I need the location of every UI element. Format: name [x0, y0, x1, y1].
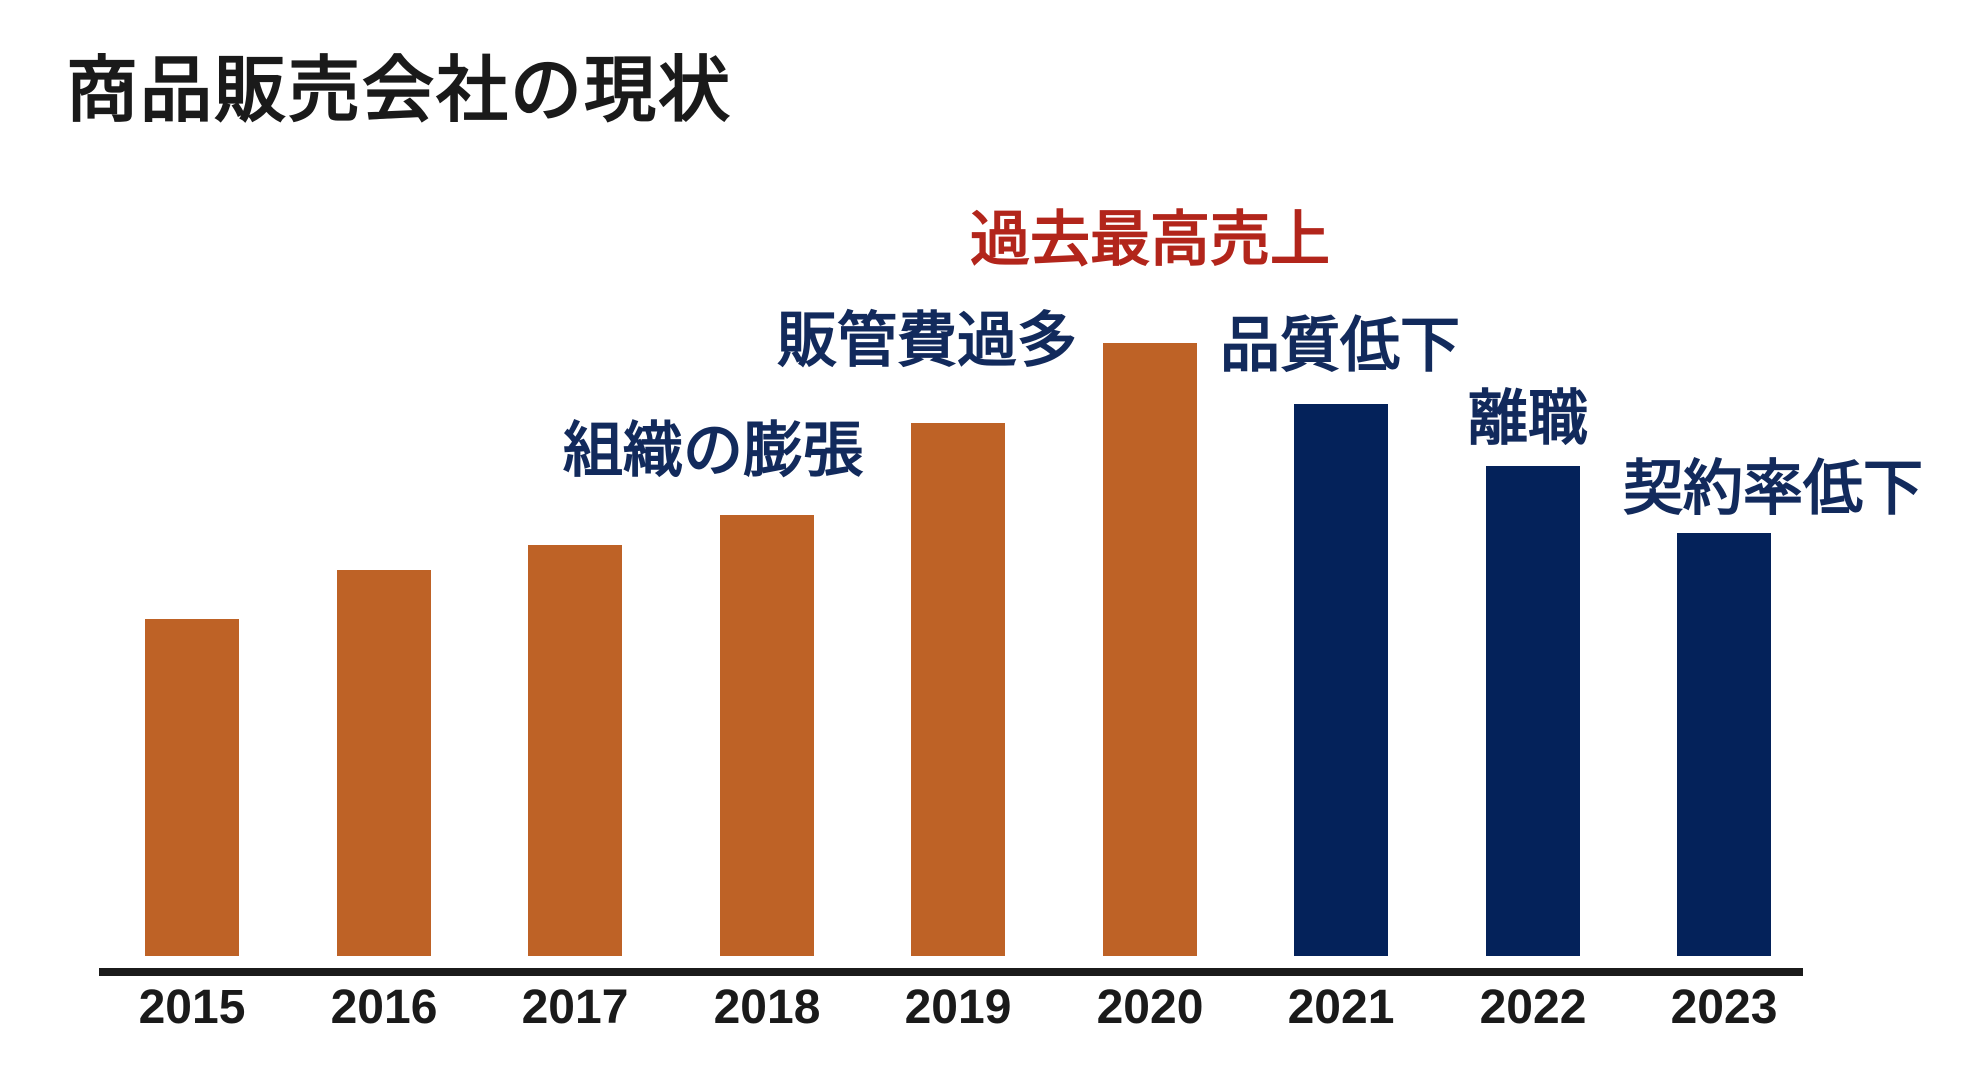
- x-tick-label-2015: 2015: [138, 981, 246, 1034]
- x-tick-label-2019: 2019: [904, 981, 1012, 1034]
- annotation-2019-hankanhi-kata: 販管費過多: [777, 307, 1077, 374]
- annotation-2020-kako-saikou-uriage: 過去最高売上: [970, 206, 1330, 273]
- bar-2019: [911, 423, 1005, 956]
- chart-title: 商品販売会社の現状: [66, 51, 733, 131]
- bar-2020: [1103, 343, 1197, 956]
- annotation-2018-soshiki-no-bouchou: 組織の膨張: [563, 417, 863, 484]
- x-tick-label-2022: 2022: [1479, 981, 1587, 1034]
- annotation-2023-keiyakuritsu-teika: 契約率低下: [1623, 455, 1923, 522]
- annotation-2022-rishoku: 離職: [1468, 385, 1588, 452]
- bar-2018: [720, 515, 814, 956]
- bar-2021: [1294, 404, 1388, 956]
- x-tick-label-2017: 2017: [521, 981, 629, 1034]
- bar-2015: [145, 619, 239, 956]
- x-tick-label-2018: 2018: [713, 981, 821, 1034]
- x-tick-label-2023: 2023: [1670, 981, 1778, 1034]
- bar-2023: [1677, 533, 1771, 956]
- x-axis-line: [99, 968, 1803, 976]
- x-tick-label-2016: 2016: [330, 981, 438, 1034]
- annotation-2021-hinshitsu-teika: 品質低下: [1220, 312, 1460, 379]
- bar-2022: [1486, 466, 1580, 956]
- bar-2017: [528, 545, 622, 956]
- x-tick-label-2021: 2021: [1287, 981, 1395, 1034]
- bar-2016: [337, 570, 431, 956]
- x-tick-label-2020: 2020: [1096, 981, 1204, 1034]
